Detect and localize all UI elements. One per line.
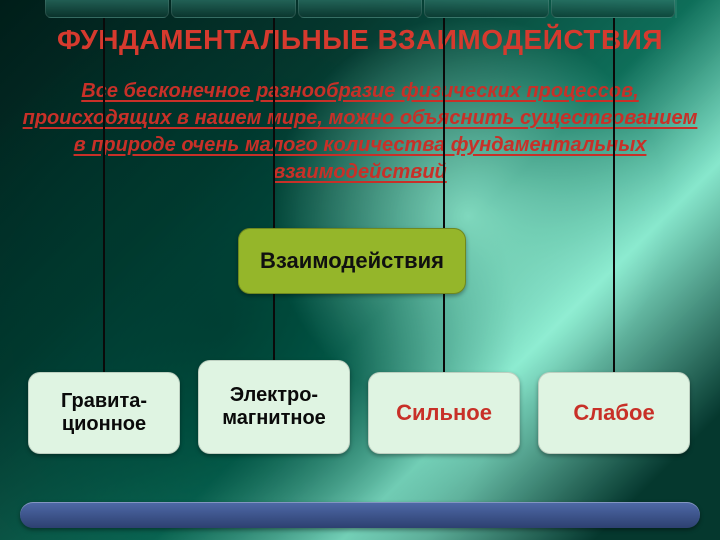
leaf-node: Электро-магнитное — [198, 360, 350, 454]
tab-segment — [45, 0, 169, 18]
leaf-node: Слабое — [538, 372, 690, 454]
central-node: Взаимодействия — [238, 228, 466, 294]
tab-segment — [424, 0, 548, 18]
tab-segment — [171, 0, 295, 18]
leaf-node-label: Слабое — [573, 400, 654, 425]
central-node-label: Взаимодействия — [260, 248, 444, 274]
page-title: ФУНДАМЕНТАЛЬНЫЕ ВЗАИМОДЕЙСТВИЯ — [0, 24, 720, 56]
page-subtitle: Все бесконечное разнообразие физических … — [22, 78, 698, 186]
top-tab-strip — [44, 0, 676, 18]
tab-segment — [298, 0, 422, 18]
leaf-node: Сильное — [368, 372, 520, 454]
tab-segment — [551, 0, 675, 18]
leaf-node-label: Гравита-ционное — [36, 390, 172, 436]
leaf-node: Гравита-ционное — [28, 372, 180, 454]
footer-bar — [20, 502, 700, 528]
leaf-node-label: Сильное — [396, 400, 492, 425]
leaf-node-label: Электро-магнитное — [206, 384, 342, 430]
